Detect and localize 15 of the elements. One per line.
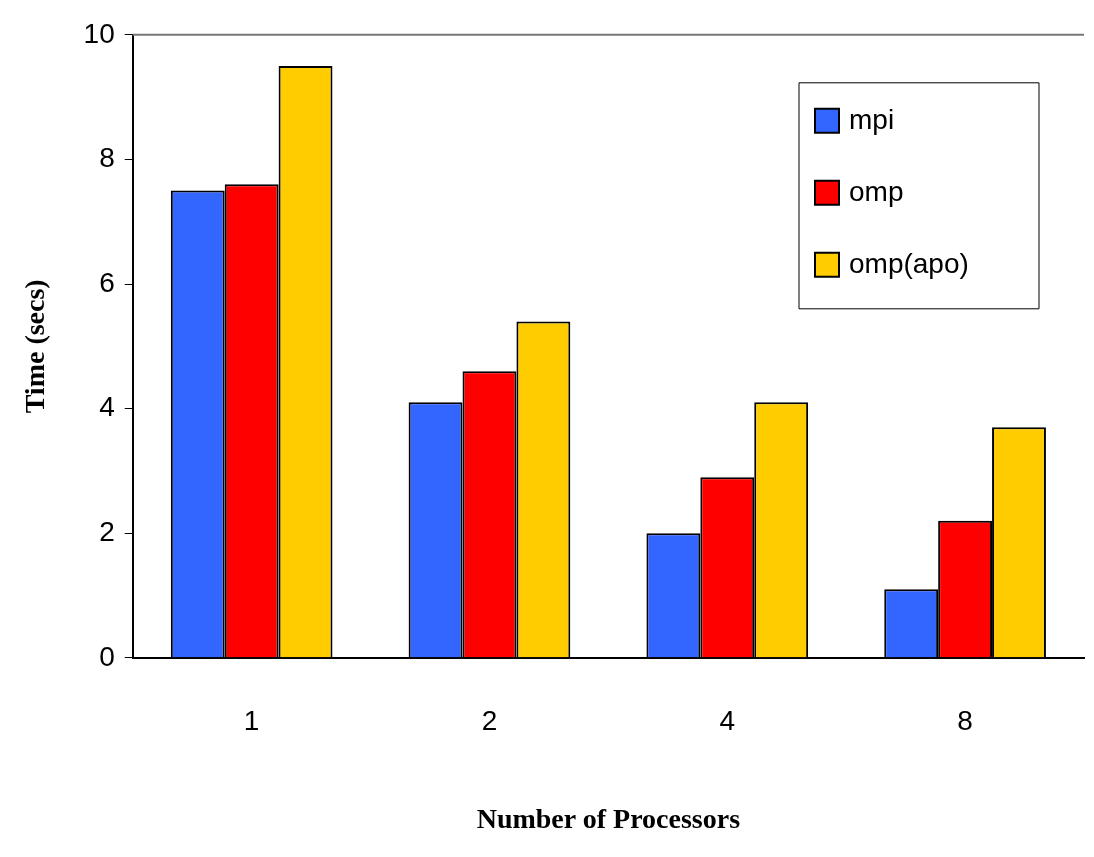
y-tick-label: 0 — [99, 640, 115, 672]
y-tick-label: 4 — [99, 391, 115, 423]
x-tick-label: 8 — [957, 705, 973, 737]
legend-label: omp(apo) — [849, 247, 969, 279]
legend-label: omp — [849, 175, 904, 207]
x-tick-label: 1 — [243, 705, 260, 737]
y-axis-title: Time (secs) — [19, 279, 51, 414]
y-tick-label: 2 — [99, 515, 115, 547]
x-axis-title: Number of Processors — [476, 803, 741, 835]
x-tick-label: 2 — [481, 705, 498, 737]
y-tick-label: 6 — [99, 266, 115, 298]
y-tick-label: 8 — [99, 142, 115, 174]
legend-label: mpi — [849, 103, 895, 135]
y-tick-label: 10 — [83, 17, 115, 49]
x-tick-label: 4 — [719, 705, 736, 737]
